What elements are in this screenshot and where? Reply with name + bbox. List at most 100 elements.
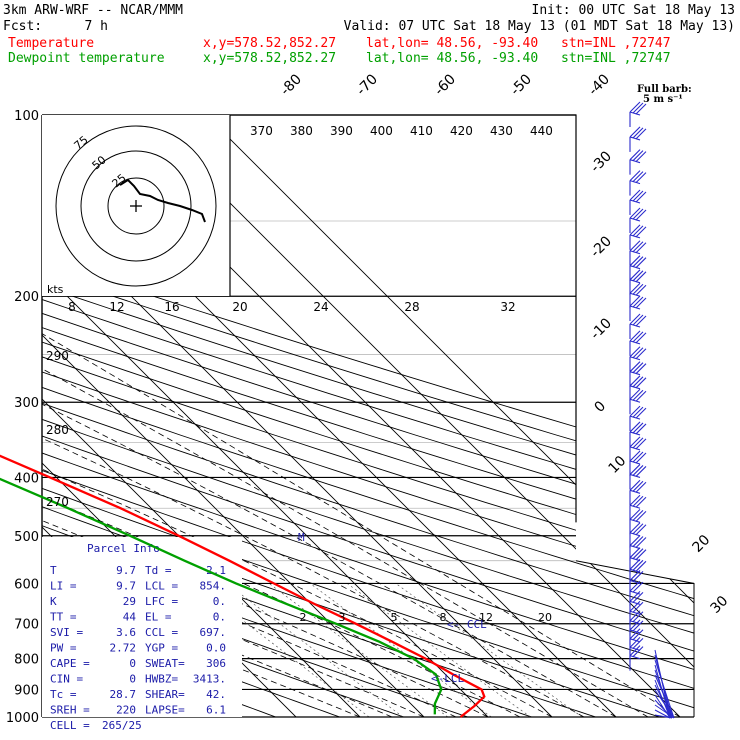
dewpoint-profile [0, 477, 443, 715]
parcel-info-panel: Parcel Info T 9.7 Td = 2.1 LI = 9.7 LCL = 854. K 2… [42, 537, 242, 732]
wind-barb-flag [635, 315, 647, 327]
parcel-info-value: 0.0 [206, 642, 226, 655]
wind-barb-flag [629, 126, 641, 138]
wind-barb-shaft [629, 446, 641, 451]
model-title: 3km ARW-WRF -- NCAR/MMM [3, 3, 183, 18]
wind-barb-flag [635, 524, 647, 536]
dry-adiabat [42, 115, 694, 717]
parcel-info-value: 2.72 [110, 642, 137, 655]
wind-barb-flag [629, 450, 641, 462]
wind-barb-flag [629, 240, 641, 252]
wind-barb-shaft [629, 638, 641, 643]
init-time: Init: 00 UTC Sat 18 May 13 [532, 3, 736, 18]
wind-barb-shaft [629, 356, 641, 361]
dry-adiabat [42, 115, 442, 717]
dry-adiabat [42, 115, 694, 717]
wind-barb-flag [635, 226, 647, 238]
wind-barb-shaft [629, 532, 641, 537]
wind-barb-flag [635, 510, 647, 522]
wind-barb-shaft [629, 431, 641, 436]
parcel-info-label: CAPE = [50, 657, 90, 670]
wind-barb-shaft [629, 385, 641, 390]
wind-barb-shaft [629, 655, 641, 660]
wind-barb-flag [629, 580, 641, 592]
wind-barb-shaft [629, 489, 641, 494]
wind-barb-flag [635, 466, 647, 477]
theta-label: 420 [450, 124, 473, 138]
parcel-info-value: 9.7 [116, 580, 136, 593]
mixing-ratio-label-low: 8 [440, 611, 447, 624]
parcel-info-label: Td = [145, 564, 172, 577]
pressure-tick-label: 200 [14, 290, 39, 305]
parcel-info-value: 265/25 [102, 719, 142, 732]
isotherm-label: -50 [508, 71, 535, 98]
parcel-info-label: Tc = [50, 688, 77, 701]
wind-barb-flag [632, 581, 644, 593]
wind-barb-flag [632, 480, 644, 492]
wind-barb-flag [629, 189, 641, 201]
wind-barb-flag [629, 295, 641, 307]
parcel-info-value: 2.1 [206, 564, 226, 577]
parcel-info-label: CCL = [145, 626, 178, 639]
parcel-info-value: 28.7 [110, 688, 137, 701]
mixing-ratio-label: 16 [164, 300, 179, 314]
sounding-profiles [0, 454, 486, 718]
parcel-info-value: 3413. [193, 673, 226, 686]
wind-barb-flag [629, 421, 641, 433]
wind-barb-flag [632, 331, 644, 343]
hodograph-ring [80, 150, 192, 262]
wind-barb-flag [629, 170, 641, 181]
dry-adiabat [42, 115, 694, 717]
wind-barb-flag [635, 128, 647, 140]
wind-barb-low [654, 684, 673, 719]
wind-barb-shaft [629, 305, 641, 310]
wind-barb-flag [632, 495, 644, 507]
left-theta-label: 270 [46, 495, 69, 509]
wind-barb-flag [632, 362, 644, 374]
mixing-ratio-line [309, 583, 492, 717]
wind-barb-flag [632, 270, 644, 282]
wind-barb-flag [632, 256, 644, 268]
wind-barb-flag [632, 509, 644, 521]
wind-barb-shaft [629, 159, 641, 164]
wind-barb-shaft [629, 398, 641, 403]
left-theta-label: 280 [46, 423, 69, 437]
wind-barb-flag [635, 537, 647, 548]
legend-dewpoint-stn: stn=INL ,72747 [561, 51, 671, 66]
legend-dewpoint-latlon: lat,lon= 48.56, -93.40 [366, 51, 538, 66]
parcel-info-label: CIN = [50, 673, 83, 686]
wind-barb-flag [632, 241, 644, 253]
wind-barb-flag [632, 611, 644, 623]
barb-legend-line2: 5 m s⁻¹ [643, 94, 683, 105]
wind-barb-shaft [629, 279, 641, 284]
hodograph-ring [107, 177, 165, 235]
mixing-ratio-label: 32 [500, 300, 515, 314]
isotherm-label: -60 [432, 71, 459, 98]
parcel-info-label: SHEAR= [145, 688, 185, 701]
wind-barb-shaft [629, 460, 641, 465]
wind-barb-flag [635, 549, 647, 561]
wind-barb-shaft [629, 610, 641, 615]
wind-barb-shaft [629, 646, 641, 651]
dry-adiabat [42, 115, 694, 717]
wind-barb-shaft [629, 415, 641, 420]
isotherm-label: 20 [690, 532, 714, 556]
parcel-info-label: HWBZ= [145, 673, 178, 686]
parcel-info-value: 0. [213, 611, 226, 624]
left-theta-label: 290 [46, 349, 69, 363]
pressure-tick-label: 100 [14, 109, 39, 124]
wind-barbs [629, 101, 675, 719]
wind-barb-shaft [629, 371, 641, 376]
wind-barb-flag [629, 405, 641, 417]
wind-barb-flag [632, 536, 644, 547]
hodograph-trace [119, 178, 206, 223]
parcel-info-value: 44 [123, 611, 137, 624]
parcel-info-value: 854. [200, 580, 227, 593]
wind-barb-flag [635, 297, 647, 309]
hodograph-ring [55, 125, 217, 287]
dry-adiabat [42, 115, 694, 717]
parcel-info-label: CELL = [50, 719, 90, 732]
wind-barb-flag [629, 330, 641, 342]
isotherm-label: -80 [278, 71, 305, 98]
wind-barb-flag [632, 523, 644, 535]
